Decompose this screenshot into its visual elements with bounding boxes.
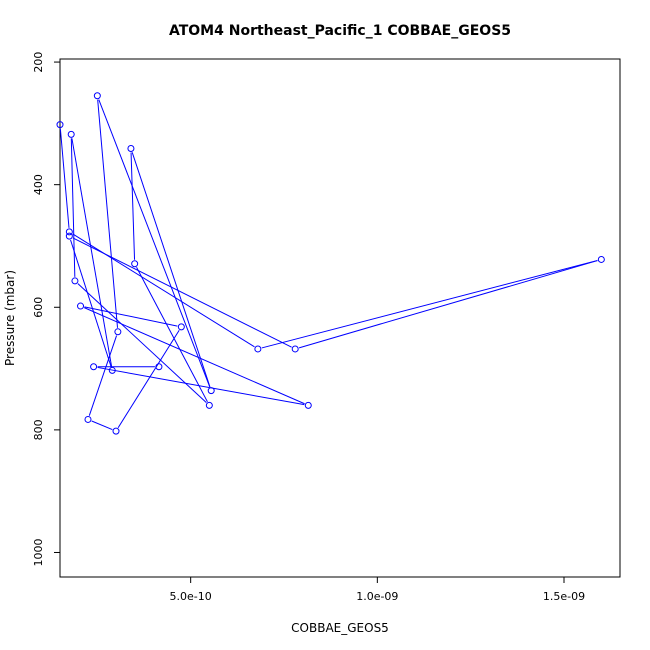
data-point <box>304 401 312 409</box>
series-line-segment <box>71 138 113 367</box>
y-axis: 200 400 600 800 1000 <box>32 52 60 566</box>
series-line-segment <box>72 237 292 348</box>
series-line-segment <box>261 259 598 349</box>
data-point <box>291 345 299 353</box>
series-line-segment <box>130 152 136 260</box>
series-line-segment <box>84 307 305 405</box>
y-axis-label: Pressure (mbar) <box>3 270 17 366</box>
data-point <box>155 363 163 371</box>
series-line-segment <box>84 306 178 327</box>
series-line-segment <box>70 138 76 277</box>
y-tick-label: 400 <box>32 174 45 195</box>
plot-frame <box>59 58 621 578</box>
data-point <box>254 345 262 353</box>
series-line-segment <box>97 99 119 328</box>
data-point <box>131 260 139 268</box>
data-point <box>71 277 79 285</box>
x-tick-label: 1.5e-09 <box>543 590 585 603</box>
data-point <box>65 228 73 236</box>
series-line-segment <box>91 420 113 431</box>
y-tick-label: 800 <box>32 419 45 440</box>
series-line-segment <box>77 283 207 404</box>
data-point <box>112 427 120 435</box>
data-point <box>65 232 73 240</box>
series-line-segment <box>70 239 112 367</box>
series-lines <box>59 99 598 431</box>
series-line-segment <box>97 366 305 406</box>
data-point <box>127 145 135 153</box>
series-line-segment <box>136 267 208 403</box>
y-tick-label: 600 <box>32 297 45 318</box>
data-point <box>77 302 85 310</box>
y-tick-label: 200 <box>32 52 45 73</box>
series-line-segment <box>72 233 255 348</box>
data-point <box>56 121 64 129</box>
data-point <box>108 366 116 374</box>
series-line-segment <box>117 330 180 428</box>
data-point <box>114 328 122 336</box>
data-point <box>597 255 605 263</box>
x-tick-label: 1.0e-09 <box>356 590 398 603</box>
series-line-segment <box>98 99 211 388</box>
data-point <box>207 387 215 395</box>
series-points <box>56 92 605 435</box>
data-point <box>90 363 98 371</box>
series-line-segment <box>131 152 211 388</box>
y-tick-label: 1000 <box>32 538 45 566</box>
x-tick-label: 5.0e-10 <box>170 590 212 603</box>
series-line-segment <box>88 335 118 416</box>
data-point <box>84 415 92 423</box>
data-point <box>93 92 101 100</box>
x-axis: 5.0e-10 1.0e-09 1.5e-09 <box>170 577 585 603</box>
chart-title: ATOM4 Northeast_Pacific_1 COBBAE_GEOS5 <box>169 23 511 39</box>
x-axis-label: COBBAE_GEOS5 <box>291 621 389 635</box>
data-point <box>67 130 75 138</box>
series-line-segment <box>298 260 598 349</box>
data-point <box>177 323 185 331</box>
series-line-segment <box>59 128 70 228</box>
data-point <box>205 401 213 409</box>
